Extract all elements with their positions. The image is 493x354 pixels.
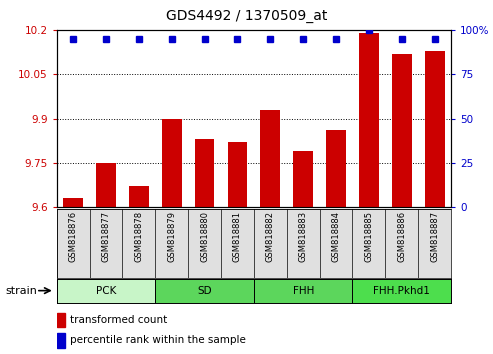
Bar bbox=[57, 333, 66, 348]
Text: GSM818886: GSM818886 bbox=[397, 211, 406, 262]
Bar bbox=[155, 279, 254, 303]
Bar bbox=[57, 313, 66, 327]
Text: GSM818887: GSM818887 bbox=[430, 211, 439, 262]
Text: transformed count: transformed count bbox=[70, 315, 168, 325]
Text: strain: strain bbox=[5, 286, 37, 296]
Text: GSM818884: GSM818884 bbox=[332, 211, 341, 262]
Text: FHH: FHH bbox=[292, 286, 314, 296]
Bar bbox=[162, 119, 181, 207]
Text: GSM818876: GSM818876 bbox=[69, 211, 77, 262]
Bar bbox=[57, 279, 155, 303]
Text: GSM818883: GSM818883 bbox=[299, 211, 308, 262]
Bar bbox=[359, 33, 379, 207]
Bar bbox=[228, 142, 247, 207]
Text: GSM818881: GSM818881 bbox=[233, 211, 242, 262]
Bar bbox=[195, 139, 214, 207]
Bar bbox=[293, 151, 313, 207]
Bar bbox=[326, 130, 346, 207]
Text: GSM818877: GSM818877 bbox=[102, 211, 110, 262]
Text: GSM818885: GSM818885 bbox=[364, 211, 373, 262]
Text: GDS4492 / 1370509_at: GDS4492 / 1370509_at bbox=[166, 9, 327, 23]
Bar bbox=[425, 51, 445, 207]
Bar bbox=[352, 279, 451, 303]
Text: FHH.Pkhd1: FHH.Pkhd1 bbox=[373, 286, 430, 296]
Bar bbox=[392, 54, 412, 207]
Text: PCK: PCK bbox=[96, 286, 116, 296]
Bar bbox=[129, 187, 149, 207]
Bar bbox=[260, 110, 280, 207]
Text: SD: SD bbox=[197, 286, 212, 296]
Text: GSM818882: GSM818882 bbox=[266, 211, 275, 262]
Text: GSM818879: GSM818879 bbox=[167, 211, 176, 262]
Text: percentile rank within the sample: percentile rank within the sample bbox=[70, 335, 246, 345]
Bar bbox=[63, 198, 83, 207]
Bar bbox=[96, 163, 116, 207]
Text: GSM818878: GSM818878 bbox=[135, 211, 143, 262]
Text: GSM818880: GSM818880 bbox=[200, 211, 209, 262]
Bar bbox=[254, 279, 352, 303]
